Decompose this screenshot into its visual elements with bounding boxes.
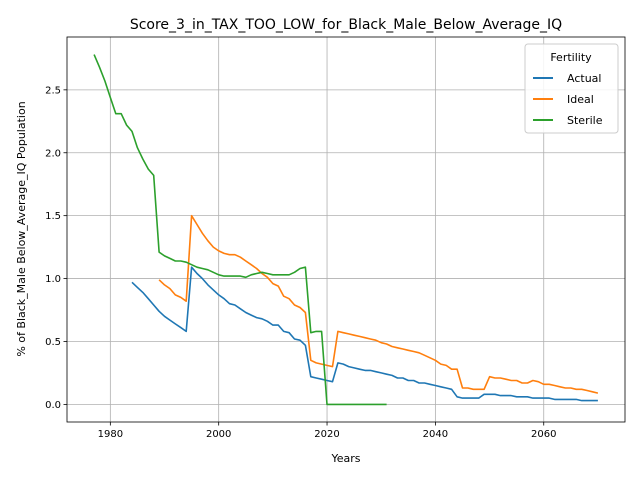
x-tick-label: 2000 bbox=[206, 429, 231, 440]
series-line-sterile bbox=[93, 54, 387, 406]
x-tick-label: 2020 bbox=[314, 429, 339, 440]
y-tick-label: 0.0 bbox=[45, 400, 61, 411]
y-tick-label: 2.0 bbox=[45, 148, 61, 159]
series-lines bbox=[93, 54, 599, 406]
legend-label-ideal: Ideal bbox=[567, 93, 594, 106]
y-tick-label: 2.5 bbox=[45, 85, 61, 96]
plot-frame bbox=[66, 36, 626, 423]
y-tick-label: 1.0 bbox=[45, 274, 61, 285]
legend-title: Fertility bbox=[550, 51, 592, 64]
axis-ticks: 1980 2000 2020 2040 2060 0.0 0.5 1.0 1.5 2.0 2.5 bbox=[45, 85, 556, 440]
series-line-actual bbox=[131, 266, 598, 402]
x-axis-label: Years bbox=[330, 452, 360, 465]
x-tick-label: 2040 bbox=[423, 429, 448, 440]
legend-label-actual: Actual bbox=[567, 72, 601, 85]
legend: Fertility Actual Ideal Sterile bbox=[524, 43, 619, 134]
legend-label-sterile: Sterile bbox=[567, 114, 603, 127]
x-tick-label: 1980 bbox=[98, 429, 123, 440]
x-tick-label: 2060 bbox=[531, 429, 556, 440]
y-axis-label: % of Black_Male Below_Average_IQ Populat… bbox=[15, 101, 28, 356]
series-line-ideal bbox=[158, 214, 599, 394]
y-tick-label: 0.5 bbox=[45, 337, 61, 348]
y-tick-label: 1.5 bbox=[45, 211, 61, 222]
legend-box bbox=[524, 43, 619, 134]
chart-title: Score_3_in_TAX_TOO_LOW_for_Black_Male_Be… bbox=[130, 17, 562, 33]
